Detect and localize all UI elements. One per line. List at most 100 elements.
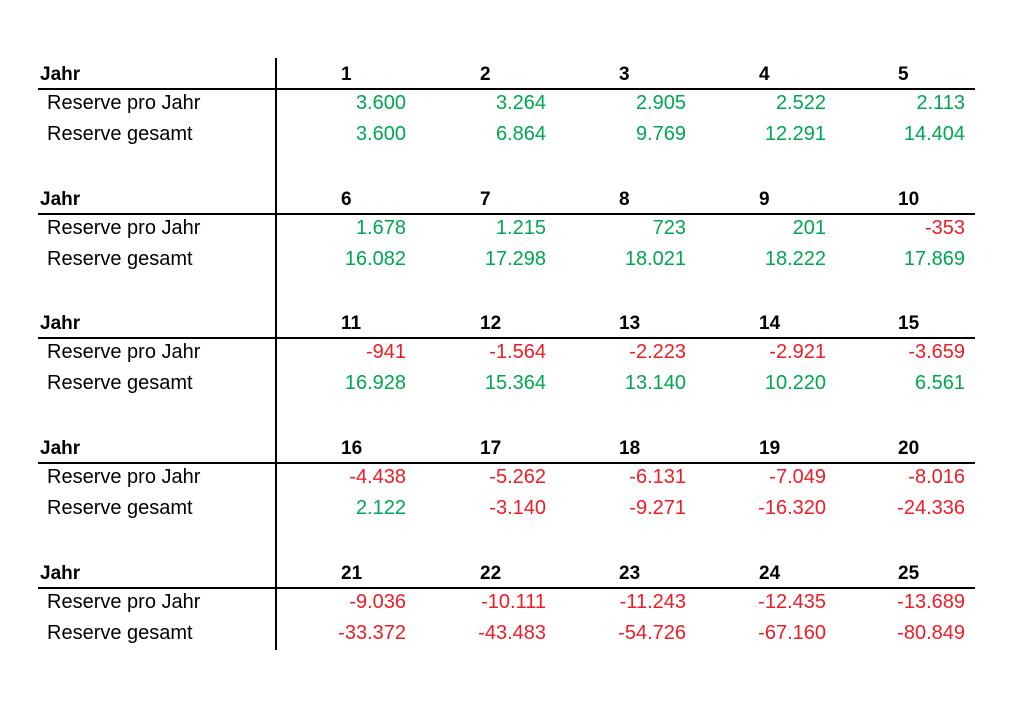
reserve-pro-jahr-value: -353 xyxy=(924,217,965,239)
reserve-gesamt-value: 18.222 xyxy=(764,248,826,270)
reserve-gesamt-value: 12.291 xyxy=(764,123,826,145)
header-underline xyxy=(38,213,975,215)
year-header-label: Jahr xyxy=(40,438,81,459)
reserve-pro-jahr-label: Reserve pro Jahr xyxy=(47,341,201,363)
reserve-pro-jahr-label: Reserve pro Jahr xyxy=(47,92,201,114)
year-number: 24 xyxy=(759,563,781,584)
reserve-gesamt-value: 13.140 xyxy=(624,372,686,394)
header-underline xyxy=(38,88,975,90)
reserve-gesamt-value: -33.372 xyxy=(338,622,406,644)
year-number: 14 xyxy=(759,313,781,334)
year-number: 19 xyxy=(759,438,781,459)
year-number: 10 xyxy=(898,189,920,210)
reserve-pro-jahr-value: -6.131 xyxy=(629,466,686,488)
reserve-gesamt-value: 3.600 xyxy=(355,123,406,145)
reserve-pro-jahr-label: Reserve pro Jahr xyxy=(47,466,201,488)
reserve-gesamt-value: -9.271 xyxy=(629,497,686,519)
header-underline xyxy=(38,587,975,589)
reserve-gesamt-value: 14.404 xyxy=(903,123,965,145)
reserve-pro-jahr-value: 2.522 xyxy=(775,92,826,114)
reserve-gesamt-value: -67.160 xyxy=(758,622,826,644)
year-block: Jahr 16 17 18 19 20 Reserve pro Jahr -4.438 -5.2… xyxy=(0,434,1024,528)
year-number: 8 xyxy=(619,189,630,210)
reserve-gesamt-value: 16.082 xyxy=(344,248,406,270)
year-number: 16 xyxy=(341,438,363,459)
year-number: 11 xyxy=(341,313,362,334)
year-number: 7 xyxy=(480,189,491,210)
year-number: 13 xyxy=(619,313,641,334)
reserve-pro-jahr-value: -4.438 xyxy=(349,466,406,488)
year-number: 25 xyxy=(898,563,920,584)
reserve-pro-jahr-value: -7.049 xyxy=(769,466,826,488)
year-number: 12 xyxy=(480,313,502,334)
year-header-label: Jahr xyxy=(40,64,81,85)
reserve-gesamt-value: -80.849 xyxy=(897,622,965,644)
reserve-gesamt-value: -54.726 xyxy=(618,622,686,644)
year-number: 9 xyxy=(759,189,770,210)
reserve-gesamt-label: Reserve gesamt xyxy=(47,622,193,644)
year-number: 15 xyxy=(898,313,920,334)
year-number: 1 xyxy=(341,64,352,85)
reserve-pro-jahr-value: 2.905 xyxy=(635,92,686,114)
reserve-pro-jahr-value: -5.262 xyxy=(489,466,546,488)
year-block: Jahr 6 7 8 9 10 Reserve pro Jahr 1.678 1.215 723 2… xyxy=(0,185,1024,279)
reserve-pro-jahr-value: 2.113 xyxy=(916,92,965,114)
reserve-pro-jahr-value: -2.223 xyxy=(629,341,686,363)
reserve-gesamt-value: -16.320 xyxy=(758,497,826,519)
reserve-gesamt-value: 17.298 xyxy=(484,248,546,270)
header-underline xyxy=(38,337,975,339)
year-number: 23 xyxy=(619,563,641,584)
reserve-gesamt-value: -24.336 xyxy=(897,497,965,519)
reserve-pro-jahr-label: Reserve pro Jahr xyxy=(47,217,201,239)
reserve-gesamt-label: Reserve gesamt xyxy=(47,248,193,270)
reserve-pro-jahr-value: 1.215 xyxy=(495,217,546,239)
year-number: 5 xyxy=(898,64,909,85)
year-number: 21 xyxy=(341,563,363,584)
reserve-gesamt-value: 6.864 xyxy=(495,123,546,145)
reserve-gesamt-value: 9.769 xyxy=(635,123,686,145)
year-header-label: Jahr xyxy=(40,563,81,584)
reserve-pro-jahr-value: -941 xyxy=(365,341,406,363)
reserve-pro-jahr-value: 201 xyxy=(792,217,826,239)
reserve-pro-jahr-value: -13.689 xyxy=(897,591,965,613)
year-number: 17 xyxy=(480,438,502,459)
reserve-gesamt-label: Reserve gesamt xyxy=(47,372,193,394)
year-number: 20 xyxy=(898,438,920,459)
reserve-pro-jahr-value: 3.264 xyxy=(495,92,546,114)
year-header-label: Jahr xyxy=(40,313,81,334)
reserve-pro-jahr-value: 723 xyxy=(652,217,686,239)
label-column-divider xyxy=(275,58,277,650)
reserve-pro-jahr-value: 3.600 xyxy=(355,92,406,114)
year-number: 4 xyxy=(759,64,770,85)
reserve-pro-jahr-value: 1.678 xyxy=(355,217,406,239)
year-block: Jahr 21 22 23 24 25 Reserve pro Jahr -9.036 -10.… xyxy=(0,559,1024,653)
reserve-pro-jahr-value: -2.921 xyxy=(769,341,826,363)
reserve-pro-jahr-value: -9.036 xyxy=(349,591,406,613)
reserve-pro-jahr-value: -10.111 xyxy=(481,591,546,613)
reserve-gesamt-value: 10.220 xyxy=(764,372,826,394)
year-block: Jahr 11 12 13 14 15 Reserve pro Jahr -941 -1.564… xyxy=(0,309,1024,403)
year-header-label: Jahr xyxy=(40,189,81,210)
year-block: Jahr 1 2 3 4 5 Reserve pro Jahr 3.600 3.264 2.905… xyxy=(0,60,1024,154)
reserve-gesamt-value: -3.140 xyxy=(489,497,546,519)
reserve-pro-jahr-label: Reserve pro Jahr xyxy=(47,591,201,613)
year-number: 18 xyxy=(619,438,641,459)
reserve-gesamt-label: Reserve gesamt xyxy=(47,497,193,519)
header-underline xyxy=(38,462,975,464)
reserve-pro-jahr-value: -8.016 xyxy=(908,466,965,488)
reserve-gesamt-value: 15.364 xyxy=(484,372,546,394)
reserve-gesamt-value: 6.561 xyxy=(914,372,965,394)
year-number: 2 xyxy=(480,64,491,85)
reserve-gesamt-value: 2.122 xyxy=(355,497,406,519)
reserve-gesamt-value: 18.021 xyxy=(624,248,686,270)
reserve-gesamt-value: 17.869 xyxy=(903,248,965,270)
reserve-pro-jahr-value: -12.435 xyxy=(758,591,826,613)
year-number: 3 xyxy=(619,64,630,85)
reserve-pro-jahr-value: -11.243 xyxy=(619,591,686,613)
reserve-pro-jahr-value: -1.564 xyxy=(489,341,546,363)
year-number: 6 xyxy=(341,189,352,210)
year-number: 22 xyxy=(480,563,502,584)
reserve-pro-jahr-value: -3.659 xyxy=(908,341,965,363)
reserve-gesamt-value: 16.928 xyxy=(344,372,406,394)
